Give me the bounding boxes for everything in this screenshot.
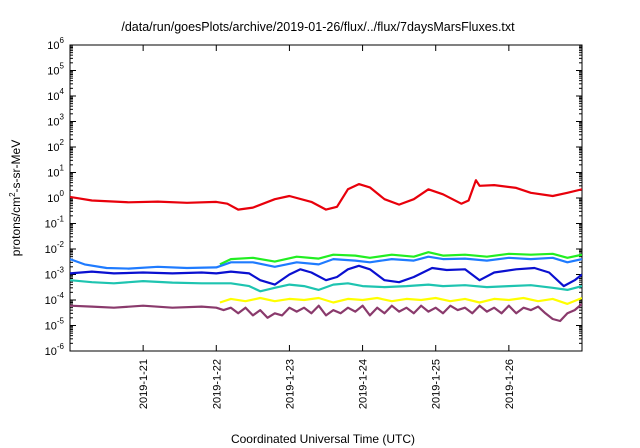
series-line: [70, 279, 582, 293]
series-line: [70, 255, 582, 270]
x-tick-label: 2019-1-21: [138, 359, 150, 409]
series-line: [219, 251, 582, 266]
y-axis-label: protons/cm2-s-sr-MeV: [8, 140, 23, 256]
x-tick-label: 2019-1-22: [211, 359, 223, 409]
x-tick-label: 2019-1-23: [284, 359, 296, 409]
series-line: [70, 303, 582, 323]
y-tick-labels: 10-6 10-5 10-4 10-3 10-2 10-1 100 101 102 103 104 1…: [45, 36, 65, 358]
y-tick-label: 106: [47, 36, 64, 52]
y-tick-label: 10-4: [45, 291, 65, 307]
y-tick-label: 102: [47, 138, 64, 154]
chart-title: /data/run/goesPlots/archive/2019-01-26/f…: [121, 20, 515, 34]
y-tick-label: 10-6: [45, 342, 65, 358]
x-axis-label: Coordinated Universal Time (UTC): [231, 432, 415, 446]
x-tick-label: 2019-1-25: [431, 359, 443, 409]
y-tick-label: 10-2: [45, 240, 65, 256]
axis-ticks: [70, 44, 582, 352]
data-series: [70, 179, 582, 323]
y-tick-label: 103: [47, 113, 64, 129]
x-tick-label: 2019-1-26: [504, 359, 516, 409]
y-tick-label: 10-5: [45, 317, 65, 333]
series-line: [70, 179, 582, 211]
x-tick-label: 2019-1-24: [358, 359, 370, 409]
y-tick-label: 101: [47, 164, 64, 180]
series-line: [70, 264, 582, 288]
y-tick-label: 104: [47, 87, 64, 103]
y-tick-label: 10-3: [45, 266, 65, 282]
y-tick-label: 100: [47, 189, 64, 205]
y-tick-label: 105: [47, 62, 64, 78]
y-tick-label: 10-1: [45, 215, 65, 231]
series-line: [219, 296, 582, 305]
x-tick-labels: 2019-1-21 2019-1-22 2019-1-23 2019-1-24 2019…: [138, 359, 516, 409]
